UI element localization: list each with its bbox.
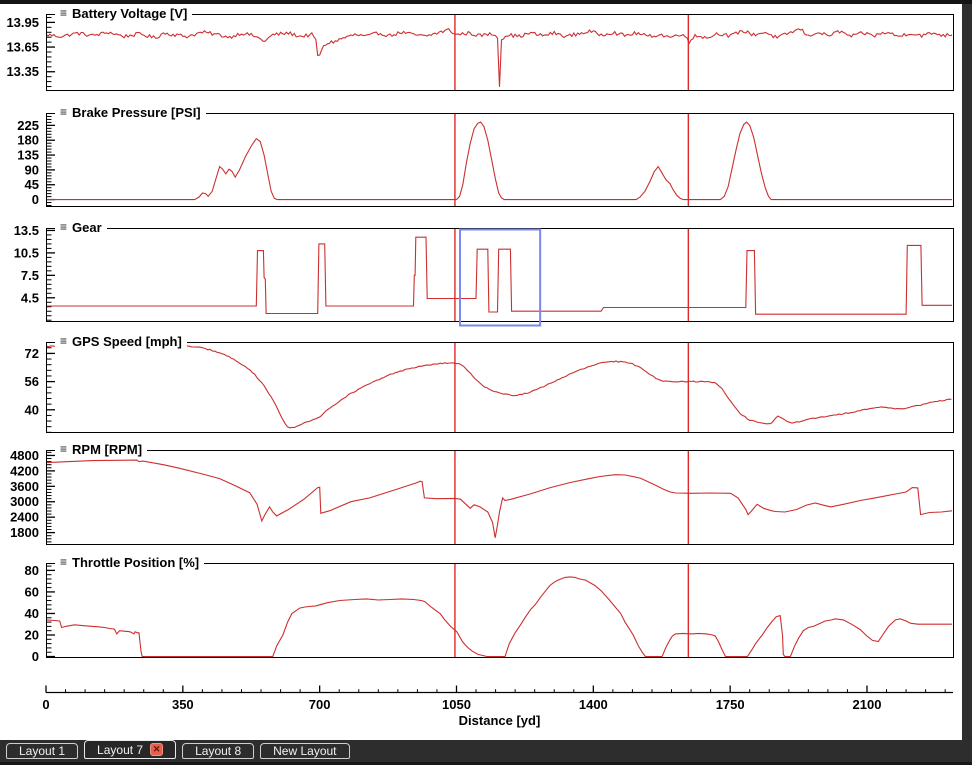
plot-canvas[interactable]: 13.95 13.65 13.35: [0, 14, 972, 91]
y-tick-label: 10.5: [14, 245, 39, 260]
plot-menu-icon[interactable]: ≡: [60, 220, 68, 234]
y-tick-label: 3600: [10, 479, 39, 494]
y-tick-label: 20: [25, 627, 39, 642]
x-axis[interactable]: 0 350 700 1050 1400 1750 2100: [0, 685, 972, 735]
y-tick-label: 13.95: [6, 15, 39, 30]
plot-menu-icon[interactable]: ≡: [60, 105, 68, 119]
y-tick-label: 2400: [10, 510, 39, 525]
plot-title-text: Brake Pressure [PSI]: [72, 105, 201, 120]
x-tick-label: 700: [309, 697, 331, 712]
y-tick-label: 4800: [10, 448, 39, 463]
plot-frame: [46, 342, 954, 433]
x-tick-label: 0: [42, 697, 49, 712]
plot-title-text: Gear: [72, 220, 102, 235]
plot-title-text: GPS Speed [mph]: [72, 334, 182, 349]
plot-frame: [46, 113, 954, 207]
plot-title-text: Battery Voltage [V]: [72, 6, 188, 21]
plot-title-text: Throttle Position [%]: [72, 555, 200, 570]
series-line: [47, 343, 952, 429]
plot-canvas[interactable]: 72 56 40: [0, 342, 972, 433]
plot-throttle-position[interactable]: ≡ Throttle Position [%] 80 60 40 20 0: [0, 555, 972, 664]
y-tick-label: 13.5: [14, 223, 39, 238]
plot-canvas[interactable]: 13.5 10.5 7.5 4.5: [0, 223, 972, 327]
selection-rectangle[interactable]: [459, 228, 542, 327]
y-tick-label: 40: [25, 402, 39, 417]
tab-label: Layout 8: [195, 744, 242, 758]
plot-menu-icon[interactable]: ≡: [60, 555, 68, 569]
y-tick-label: 13.65: [6, 40, 39, 55]
x-tick-label: 1050: [442, 697, 471, 712]
plot-title-rpm: ≡ RPM [RPM]: [55, 442, 148, 457]
tab-close-icon[interactable]: ✕: [150, 743, 164, 756]
x-tick-label: 1750: [716, 697, 745, 712]
tab-layout-7[interactable]: Layout 7 ✕: [84, 740, 177, 759]
y-tick-label: 40: [25, 606, 39, 621]
y-tick-label: 135: [17, 148, 39, 163]
plot-battery-voltage[interactable]: ≡ Battery Voltage [V] 13.95 13.65 13.35: [0, 6, 972, 91]
y-tick-label: 3000: [10, 494, 39, 509]
x-tick-label: 2100: [853, 697, 882, 712]
plot-title-text: RPM [RPM]: [72, 442, 143, 457]
plot-frame: [46, 563, 954, 658]
plot-brake-pressure[interactable]: ≡ Brake Pressure [PSI] 225 180 135 90 45 0: [0, 105, 972, 207]
plot-frame: [46, 450, 954, 545]
plot-menu-icon[interactable]: ≡: [60, 442, 68, 456]
plot-title-gear: ≡ Gear: [55, 220, 107, 235]
series-line: [47, 121, 952, 201]
window-top-border: [0, 0, 972, 4]
plot-title-gps-speed: ≡ GPS Speed [mph]: [55, 334, 187, 349]
y-tick-label: 180: [17, 133, 39, 148]
tab-label: Layout 7: [97, 742, 144, 757]
tab-label: New Layout: [273, 744, 337, 758]
series-line: [47, 28, 952, 87]
plot-title-brake-pressure: ≡ Brake Pressure [PSI]: [55, 105, 206, 120]
y-tick-label: 80: [25, 563, 39, 578]
y-tick-label: 0: [32, 649, 39, 664]
y-tick-label: 13.35: [6, 64, 39, 79]
y-tick-label: 7.5: [21, 268, 39, 283]
series-line: [47, 459, 952, 538]
y-tick-label: 4200: [10, 463, 39, 478]
plot-menu-icon[interactable]: ≡: [60, 334, 68, 348]
plot-frame: [46, 14, 954, 91]
y-tick-label: 56: [25, 374, 39, 389]
plot-menu-icon[interactable]: ≡: [60, 6, 68, 20]
x-axis-title: Distance [yd]: [458, 713, 541, 728]
plot-frame: [46, 228, 954, 322]
x-axis-canvas[interactable]: 0 350 700 1050 1400 1750 2100: [0, 685, 972, 735]
plot-title-throttle-position: ≡ Throttle Position [%]: [55, 555, 205, 570]
tab-layout-8[interactable]: Layout 8: [182, 743, 255, 759]
series-line: [47, 576, 952, 657]
y-tick-label: 4.5: [21, 290, 39, 305]
plot-canvas[interactable]: 80 60 40 20 0: [0, 563, 972, 664]
y-tick-label: 1800: [10, 525, 39, 540]
tab-layout-1[interactable]: Layout 1: [6, 743, 79, 759]
series-line: [47, 236, 952, 315]
y-tick-label: 225: [17, 118, 39, 133]
y-tick-label: 72: [25, 346, 39, 361]
plot-title-battery-voltage: ≡ Battery Voltage [V]: [55, 6, 193, 21]
y-tick-label: 60: [25, 584, 39, 599]
y-tick-label: 45: [25, 177, 39, 192]
x-tick-label: 1400: [579, 697, 608, 712]
window-right-border: [962, 0, 972, 765]
y-tick-label: 90: [25, 162, 39, 177]
layout-tab-bar: Layout 1 Layout 7 ✕ Layout 8 New Layout: [0, 740, 972, 765]
x-tick-label: 350: [172, 697, 194, 712]
y-tick-label: 0: [32, 192, 39, 207]
plot-gps-speed[interactable]: ≡ GPS Speed [mph] 72 56 40: [0, 334, 972, 433]
plot-rpm[interactable]: ≡ RPM [RPM] 4800 4200 3600 3000 2400 1800: [0, 442, 972, 545]
tab-new-layout[interactable]: New Layout: [260, 743, 350, 759]
tab-label: Layout 1: [19, 744, 66, 758]
plot-gear[interactable]: ≡ Gear 13.5 10.5 7.5 4.5: [0, 220, 972, 327]
